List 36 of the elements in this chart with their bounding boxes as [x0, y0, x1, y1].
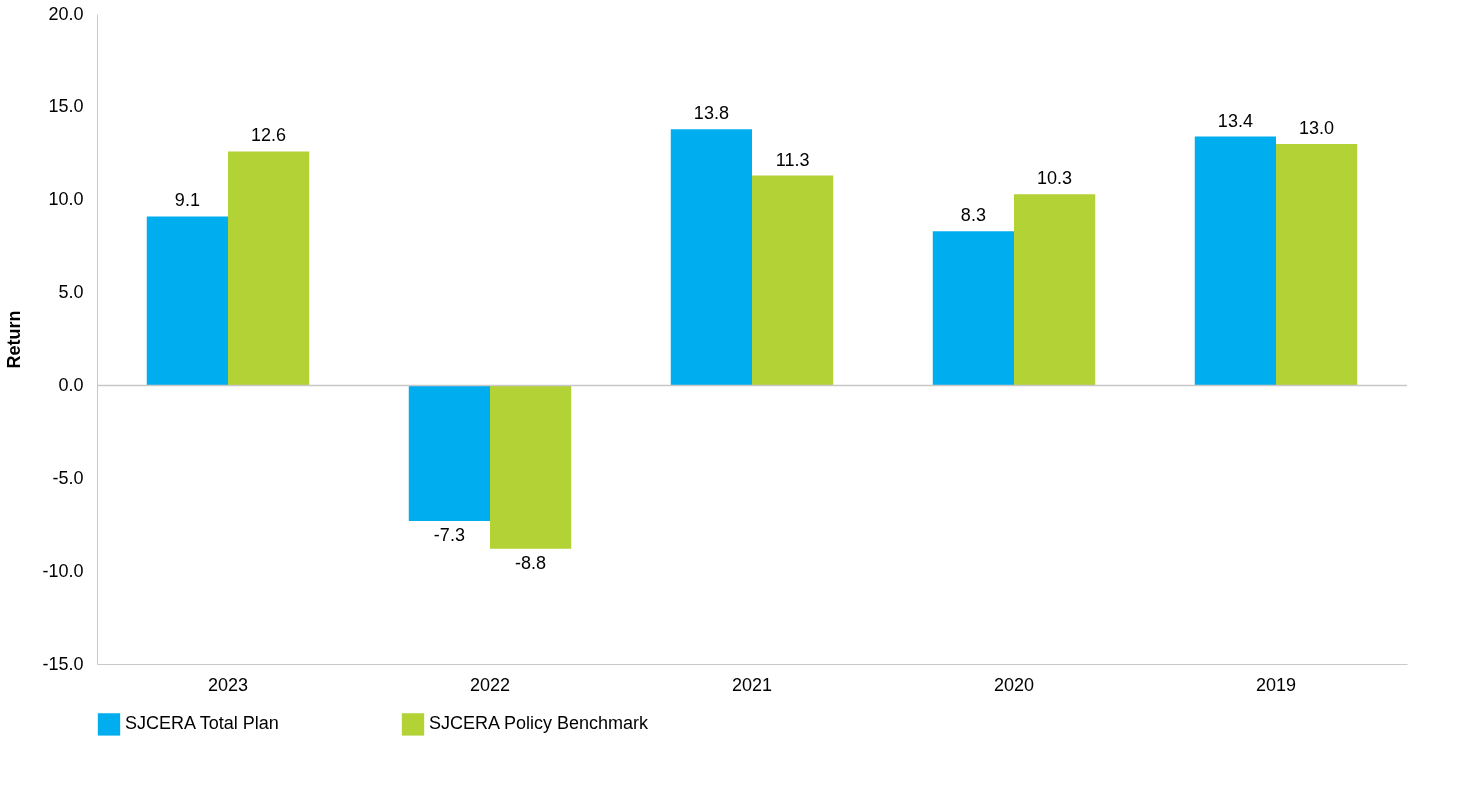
- bar: [932, 231, 1014, 386]
- bar: [670, 129, 752, 386]
- data-label: 8.3: [960, 205, 986, 226]
- y-tick-label: 10.0: [48, 189, 84, 210]
- bar: [1194, 136, 1276, 386]
- y-tick-label: -10.0: [42, 560, 84, 581]
- bar: [146, 216, 228, 386]
- data-label: 13.4: [1217, 110, 1253, 131]
- x-tick-label: 2021: [731, 674, 773, 695]
- bar: [490, 385, 572, 549]
- data-label: 10.3: [1037, 168, 1073, 189]
- y-tick-label: 15.0: [48, 96, 84, 117]
- data-label: -7.3: [433, 525, 465, 545]
- data-label: 13.0: [1299, 118, 1335, 138]
- data-label: 12.6: [251, 125, 287, 146]
- x-tick-label: 2023: [207, 674, 249, 695]
- data-label: -8.8: [515, 552, 547, 573]
- bar: [228, 151, 310, 386]
- y-tick-label: 0.0: [58, 374, 84, 395]
- y-tick-label: -15.0: [42, 653, 84, 674]
- x-tick-label: 2022: [469, 674, 511, 695]
- data-label: 9.1: [174, 190, 200, 211]
- bar: [1014, 194, 1096, 386]
- x-tick-label: 2020: [993, 674, 1035, 695]
- y-tick-label: 20.0: [48, 3, 84, 24]
- bar: [408, 385, 490, 521]
- bar: [752, 175, 834, 386]
- legend-label: SJCERA Total Plan: [125, 713, 279, 734]
- data-label: 11.3: [775, 149, 810, 170]
- y-tick-label: -5.0: [52, 467, 84, 488]
- legend-label: SJCERA Policy Benchmark: [429, 713, 650, 734]
- y-axis-title: Return: [4, 310, 25, 369]
- bar: [1276, 144, 1358, 386]
- x-tick-label: 2019: [1255, 674, 1297, 695]
- data-label: 13.8: [693, 103, 729, 124]
- y-tick-label: 5.0: [58, 282, 84, 303]
